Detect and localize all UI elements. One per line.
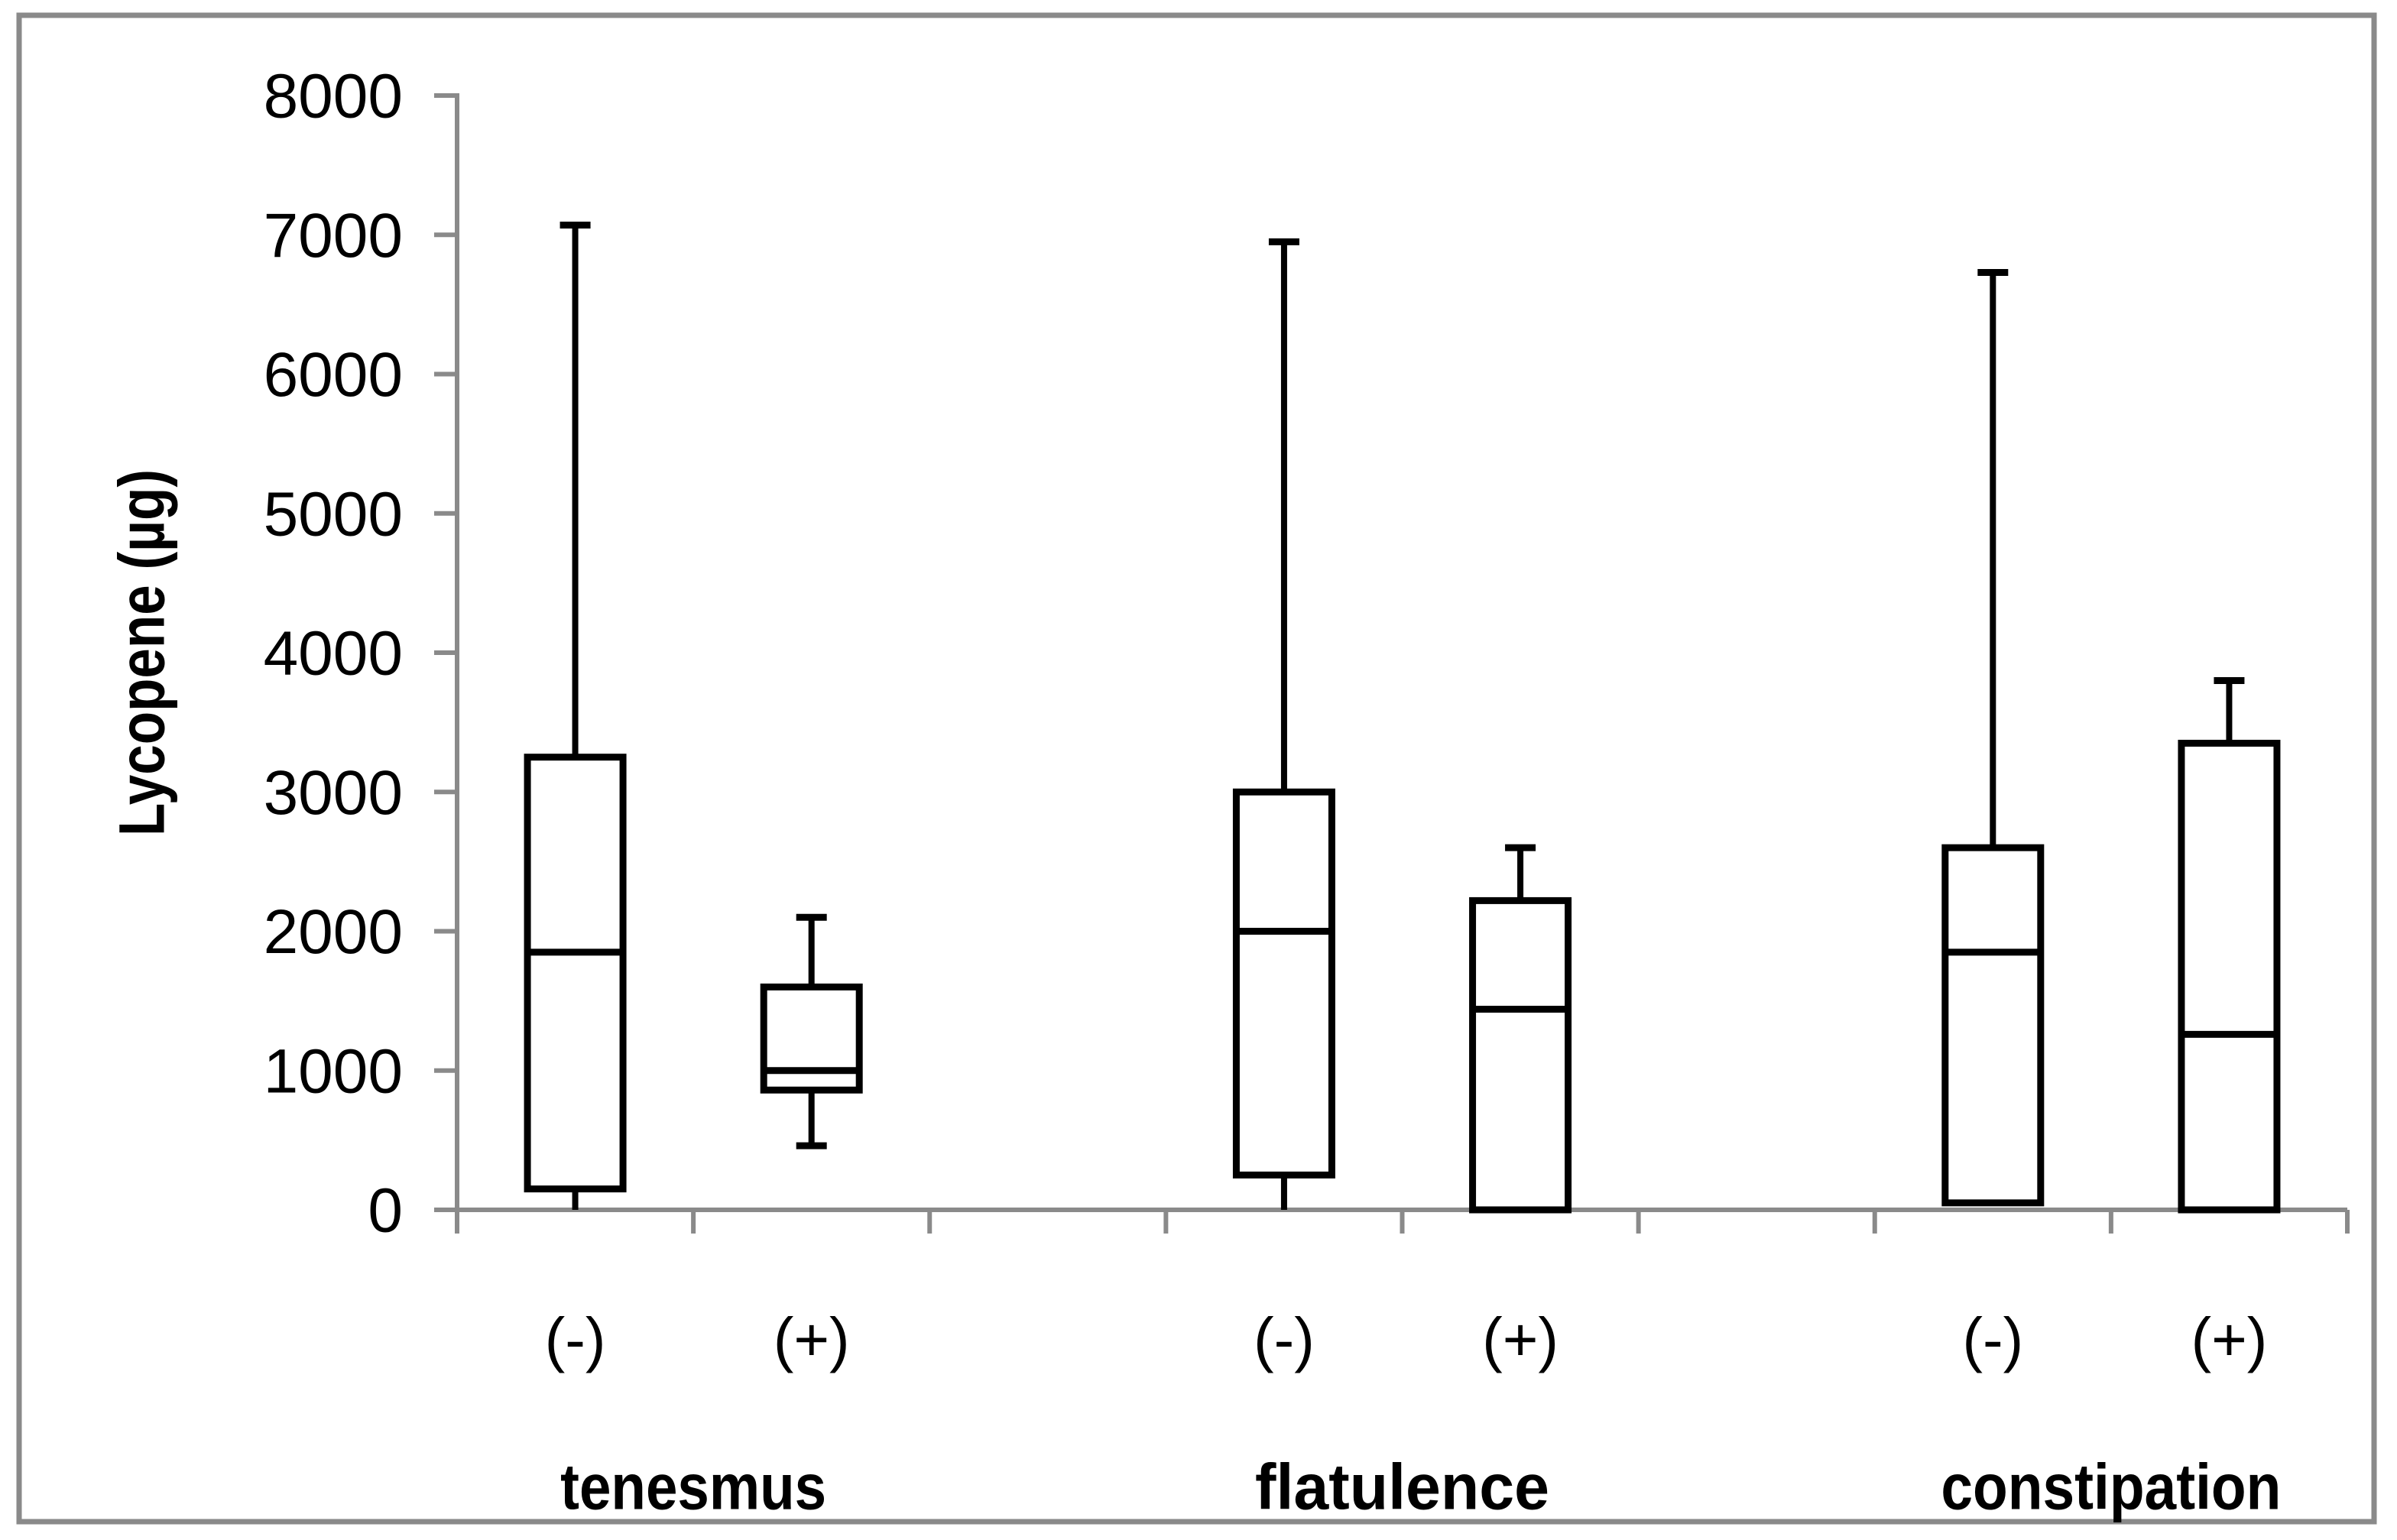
group-label: constipation (1941, 1451, 2281, 1522)
box-sub-label: (+) (2191, 1305, 2267, 1373)
box-plot (760, 913, 863, 1149)
box-sub-label: (-) (545, 1305, 606, 1373)
box-rect (2178, 739, 2281, 1214)
label-layer: 0 1000 2000 3000 4000 5000 6000 7000 8000 (-) (+) t… (264, 62, 2282, 1523)
box-sub-label: (-) (1254, 1305, 1315, 1373)
y-tick-label: 5000 (264, 479, 403, 549)
y-tick-label: 7000 (264, 201, 403, 271)
box-sub-label: (-) (1962, 1305, 2023, 1373)
y-tick-label: 6000 (264, 340, 403, 410)
box-sub-label: (+) (774, 1305, 850, 1373)
figure-border (16, 12, 2377, 1525)
y-tick-label: 3000 (264, 758, 403, 828)
axes-layer (434, 93, 2350, 1234)
box-plot (524, 221, 627, 1210)
box-rect (760, 983, 863, 1094)
plot-layer (524, 221, 2281, 1214)
group-label: tenesmus (560, 1451, 826, 1522)
box-sub-label: (+) (1482, 1305, 1559, 1373)
box-plot (1941, 268, 2045, 1207)
box-rect (524, 754, 627, 1193)
y-axis-title: Lycopene (µg) (105, 469, 177, 836)
y-tick-label: 8000 (264, 62, 403, 131)
box-rect (1469, 896, 1572, 1214)
box-rect (1232, 788, 1335, 1179)
box-rect (1941, 844, 2045, 1207)
box-plot (1232, 238, 1335, 1210)
box-plot (1469, 844, 1572, 1214)
y-tick-label: 4000 (264, 619, 403, 689)
box-plot (2178, 676, 2281, 1214)
group-label: flatulence (1255, 1451, 1549, 1522)
y-tick-label: 0 (368, 1176, 403, 1246)
y-tick-label: 2000 (264, 897, 403, 967)
y-tick-label: 1000 (264, 1036, 403, 1106)
